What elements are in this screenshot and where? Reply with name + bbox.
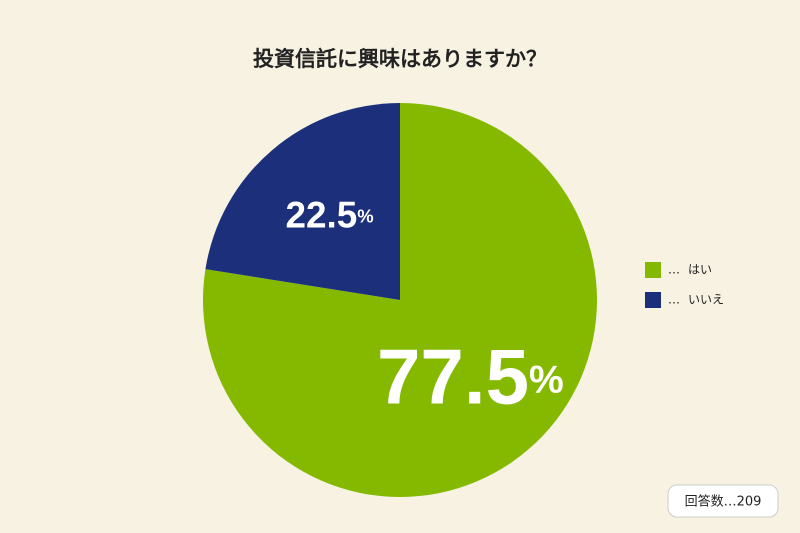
note: 回答数…209	[685, 494, 762, 510]
data-label-number: 22.5	[286, 194, 358, 235]
pie-slice	[205, 103, 400, 300]
data-label: 77.5%	[377, 332, 564, 420]
legend-label: はい	[688, 263, 712, 277]
note-box	[667, 484, 779, 518]
legend-swatch	[645, 292, 661, 308]
data-label-unit: %	[357, 205, 373, 226]
data-label-number: 77.5	[377, 332, 529, 420]
legend-marker: …	[668, 293, 680, 307]
legend-label: いいえ	[688, 293, 724, 307]
data-label: 22.5%	[286, 194, 374, 235]
data-label-unit: %	[529, 359, 564, 402]
legend-marker: …	[668, 263, 680, 277]
legend-swatch	[645, 262, 661, 278]
chart-title: 投資信託に興味はありますか？	[253, 47, 547, 71]
